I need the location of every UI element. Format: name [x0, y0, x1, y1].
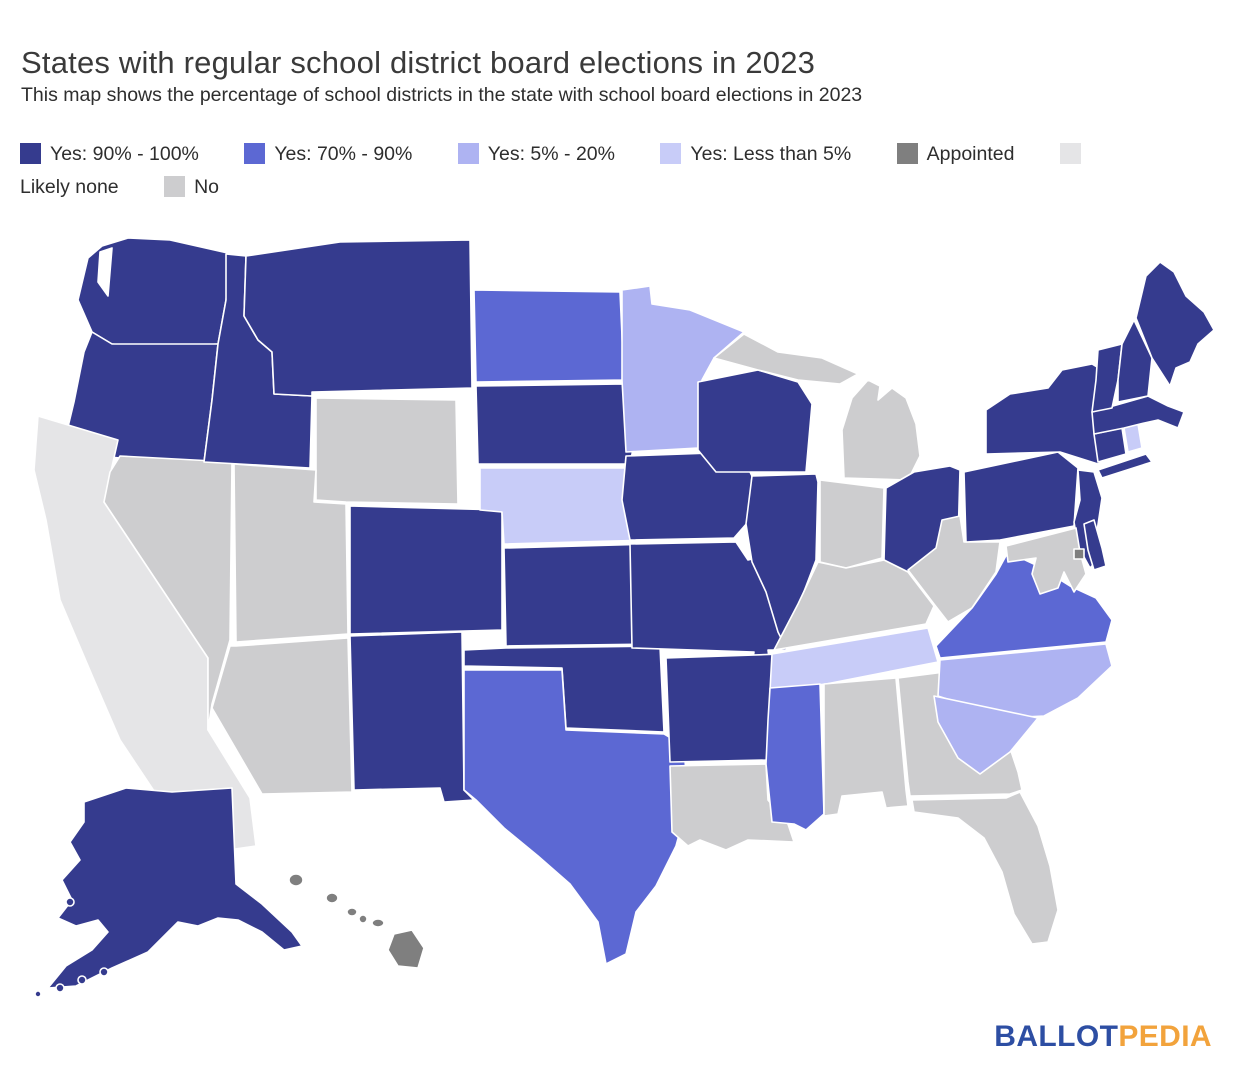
- page-subtitle: This map shows the percentage of school …: [21, 84, 863, 106]
- legend-swatch-appointed: [896, 143, 918, 164]
- legend-swatch-yes-5-20: [457, 143, 479, 164]
- legend-swatch-yes-70-90: [244, 143, 266, 164]
- state-alaska-aleutian-island[interactable]: [77, 975, 87, 985]
- state-virginia[interactable]: [935, 551, 1113, 659]
- legend-item: Yes: Less than 5%: [660, 143, 851, 165]
- state-missouri[interactable]: [629, 541, 795, 667]
- state-alaska-aleutian-island[interactable]: [55, 983, 65, 993]
- state-hawaii-island[interactable]: [288, 873, 304, 887]
- legend-label: Yes: Less than 5%: [690, 143, 852, 165]
- state-arkansas[interactable]: [665, 653, 783, 763]
- puget-sound-water: [97, 247, 113, 297]
- state-alaska-aleutian-island[interactable]: [34, 990, 42, 998]
- state-nevada[interactable]: [103, 455, 233, 731]
- state-mississippi[interactable]: [765, 683, 825, 831]
- state-alaska-aleutian-island[interactable]: [99, 967, 109, 977]
- legend-swatch-yes-lt-5: [660, 143, 682, 164]
- logo-pedia-text: PEDIA: [1118, 1020, 1212, 1053]
- legend-label: Yes: 90% - 100%: [50, 143, 199, 165]
- legend-label: Yes: 5% - 20%: [487, 143, 615, 165]
- state-arizona[interactable]: [211, 637, 353, 795]
- state-indiana[interactable]: [819, 479, 885, 569]
- state-kentucky[interactable]: [773, 559, 935, 651]
- map-legend: Yes: 90% - 100% Yes: 70% - 90% Yes: 5% -…: [20, 138, 1120, 204]
- state-west-virginia[interactable]: [907, 515, 1001, 623]
- state-new-york-long-island[interactable]: [1097, 453, 1153, 479]
- state-delaware[interactable]: [1083, 519, 1107, 571]
- legend-item: Yes: 5% - 20%: [457, 143, 615, 165]
- legend-label: No: [194, 176, 220, 198]
- state-hawaii-island[interactable]: [371, 918, 385, 928]
- legend-item: Likely none: [20, 143, 1090, 198]
- state-hawaii-big-island[interactable]: [387, 929, 425, 969]
- state-massachusetts[interactable]: [1091, 395, 1185, 435]
- state-wisconsin[interactable]: [697, 369, 813, 473]
- state-new-mexico[interactable]: [349, 631, 475, 803]
- page-title: States with regular school district boar…: [21, 44, 816, 80]
- state-alaska-island[interactable]: [65, 897, 75, 907]
- state-district-of-columbia[interactable]: [1073, 548, 1085, 560]
- state-south-dakota[interactable]: [475, 383, 635, 465]
- state-new-hampshire[interactable]: [1117, 319, 1153, 403]
- state-louisiana[interactable]: [669, 763, 795, 851]
- state-wyoming[interactable]: [315, 397, 459, 505]
- state-utah[interactable]: [233, 463, 349, 643]
- legend-label: Likely none: [20, 176, 119, 198]
- legend-item: No: [164, 176, 219, 198]
- legend-swatch-yes-90-100: [20, 143, 41, 164]
- legend-item: Yes: 70% - 90%: [244, 143, 412, 165]
- state-montana[interactable]: [243, 239, 473, 397]
- state-rhode-island[interactable]: [1123, 423, 1143, 453]
- state-hawaii-island[interactable]: [325, 892, 339, 904]
- logo-ballot-text: BALLOT: [994, 1020, 1119, 1053]
- legend-label: Appointed: [926, 143, 1015, 165]
- state-alabama[interactable]: [823, 677, 909, 817]
- state-tennessee[interactable]: [769, 627, 939, 691]
- state-alaska[interactable]: [47, 787, 303, 989]
- state-hawaii-island[interactable]: [346, 907, 358, 917]
- legend-item: Yes: 90% - 100%: [20, 143, 199, 165]
- legend-swatch-no: [164, 176, 186, 197]
- state-hawaii-island[interactable]: [358, 914, 368, 924]
- state-maine[interactable]: [1135, 261, 1215, 387]
- state-south-carolina[interactable]: [933, 695, 1039, 775]
- legend-item: Appointed: [896, 143, 1015, 165]
- legend-label: Yes: 70% - 90%: [274, 143, 413, 165]
- ballotpedia-logo[interactable]: BALLOTPEDIA: [994, 1020, 1212, 1054]
- legend-swatch-likely-none: [1059, 143, 1081, 164]
- state-maryland[interactable]: [1005, 527, 1087, 595]
- state-colorado[interactable]: [349, 505, 503, 635]
- state-michigan-lower[interactable]: [841, 379, 921, 481]
- state-florida[interactable]: [911, 791, 1059, 945]
- state-north-dakota[interactable]: [473, 289, 625, 383]
- state-pennsylvania[interactable]: [963, 451, 1079, 543]
- state-michigan-upper[interactable]: [713, 333, 859, 385]
- state-texas[interactable]: [463, 669, 689, 965]
